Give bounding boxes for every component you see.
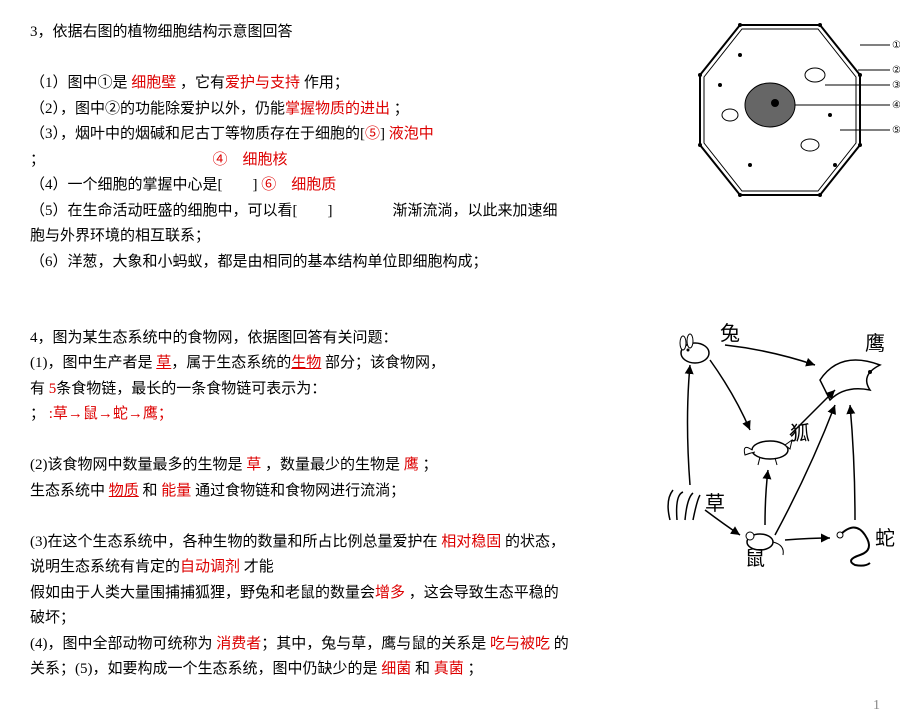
q4-line4: 生态系统中 物质 和 能量 通过食物链和食物网进行流淌； [30, 479, 570, 505]
q4-line3: (2)该食物网中数量最多的生物是 草 ，数量最少的生物是 鹰 ； [30, 453, 570, 479]
ans-auto: 自动调剂 [180, 559, 240, 575]
mark-5: ⑤ [365, 126, 380, 142]
label-mouse: 鼠 [745, 547, 765, 570]
ans-most: 草 [246, 457, 261, 473]
ans-cellwall: 细胞壁 [131, 75, 176, 91]
plant-cell-diagram: ① ② ③ ④ ⑤ [680, 15, 900, 215]
label-snake: 蛇 [875, 527, 895, 550]
ans-producer: 草 [156, 355, 171, 371]
page-number: 1 [873, 694, 880, 718]
label-rabbit: 兔 [720, 322, 740, 345]
q4-line5: (3)在这个生态系统中，各种生物的数量和所占比例总量爱护在 相对稳固 的状态，说… [30, 530, 570, 581]
ans-control: 掌握物质的进出 [285, 101, 390, 117]
mark-6: ⑥ [261, 177, 276, 193]
q4-line2: 有 5条食物链，最长的一条食物链可表示为： [30, 377, 570, 403]
ans-consumer: 消费者 [216, 636, 261, 652]
ans-eat: 吃与被吃 [490, 636, 550, 652]
q4-line1: (1)，图中生产者是 草，属于生态系统的生物 部分；该食物网， [30, 351, 570, 377]
cell-svg: ① ② ③ ④ ⑤ [680, 15, 900, 205]
ans-bacteria: 细菌 [381, 661, 411, 677]
q4-line7: (4)，图中全部动物可统称为 消费者；其中，兔与草，鹰与鼠的关系是 吃与被吃 的… [30, 632, 570, 683]
ans-fungi: 真菌 [434, 661, 464, 677]
ans-protect: 爱护与支持 [225, 75, 300, 91]
ans-energy: 能量 [161, 483, 191, 499]
q3-line5: （5）在生命活动旺盛的细胞中，可以看[ ] 渐渐流淌，以此来加速细胞与外界环境的… [30, 199, 570, 250]
label-eagle: 鹰 [865, 332, 885, 355]
ans-cytoplasm: 细胞质 [291, 177, 336, 193]
q3-line2: （2），图中②的功能除爱护以外，仍能掌握物质的进出 ； [30, 97, 570, 123]
ans-bio: 生物 [291, 355, 321, 371]
ans-vacuole: 液泡中 [389, 126, 434, 142]
cell-label-4: ④ [892, 100, 900, 111]
ans-chain: :草→鼠→蛇→鹰； [49, 406, 173, 422]
ans-nucleus: 细胞核 [243, 152, 288, 168]
cell-label-2: ② [892, 65, 900, 76]
cell-label-1: ① [892, 40, 900, 51]
q4-line2b: ； :草→鼠→蛇→鹰； [30, 402, 570, 428]
mark-4: ④ [213, 152, 228, 168]
q3-line6: （6）洋葱，大象和小蚂蚁，都是由相同的基本结构单位即细胞构成； [30, 250, 570, 276]
ans-matter: 物质 [109, 483, 139, 499]
q3-title: 3，依据右图的植物细胞结构示意图回答 [30, 20, 570, 46]
cell-label-3: ③ [892, 80, 900, 91]
q4-line6: 假如由于人类大量围捕捕狐狸，野兔和老鼠的数量会增多 ，这会导致生态平稳的破坏； [30, 581, 570, 632]
q3-line4: （4）一个细胞的掌握中心是[ ] ⑥ 细胞质 [30, 173, 570, 199]
q3-line1: （1）图中①是 细胞壁 ，它有爱护与支持 作用； [30, 71, 570, 97]
q3-line3: （3），烟叶中的烟碱和尼古丁等物质存在于细胞的[⑤] 液泡中 [30, 122, 570, 148]
question-4: 4，图为某生态系统中的食物网，依据图回答有关问题： (1)，图中生产者是 草，属… [30, 326, 570, 683]
food-web-diagram: 兔 鹰 狐 草 鼠 蛇 [650, 310, 900, 600]
ans-increase: 增多 [375, 585, 405, 601]
ans-stable: 相对稳固 [441, 534, 501, 550]
question-3: 3，依据右图的植物细胞结构示意图回答 （1）图中①是 细胞壁 ，它有爱护与支持 … [30, 20, 570, 275]
q4-title: 4，图为某生态系统中的食物网，依据图回答有关问题： [30, 326, 570, 352]
q3-line3b: ； ④ 细胞核 [30, 148, 570, 174]
cell-label-5: ⑤ [892, 125, 900, 136]
ans-least: 鹰 [404, 457, 419, 473]
foodweb-svg: 兔 鹰 狐 草 鼠 蛇 [650, 310, 900, 590]
